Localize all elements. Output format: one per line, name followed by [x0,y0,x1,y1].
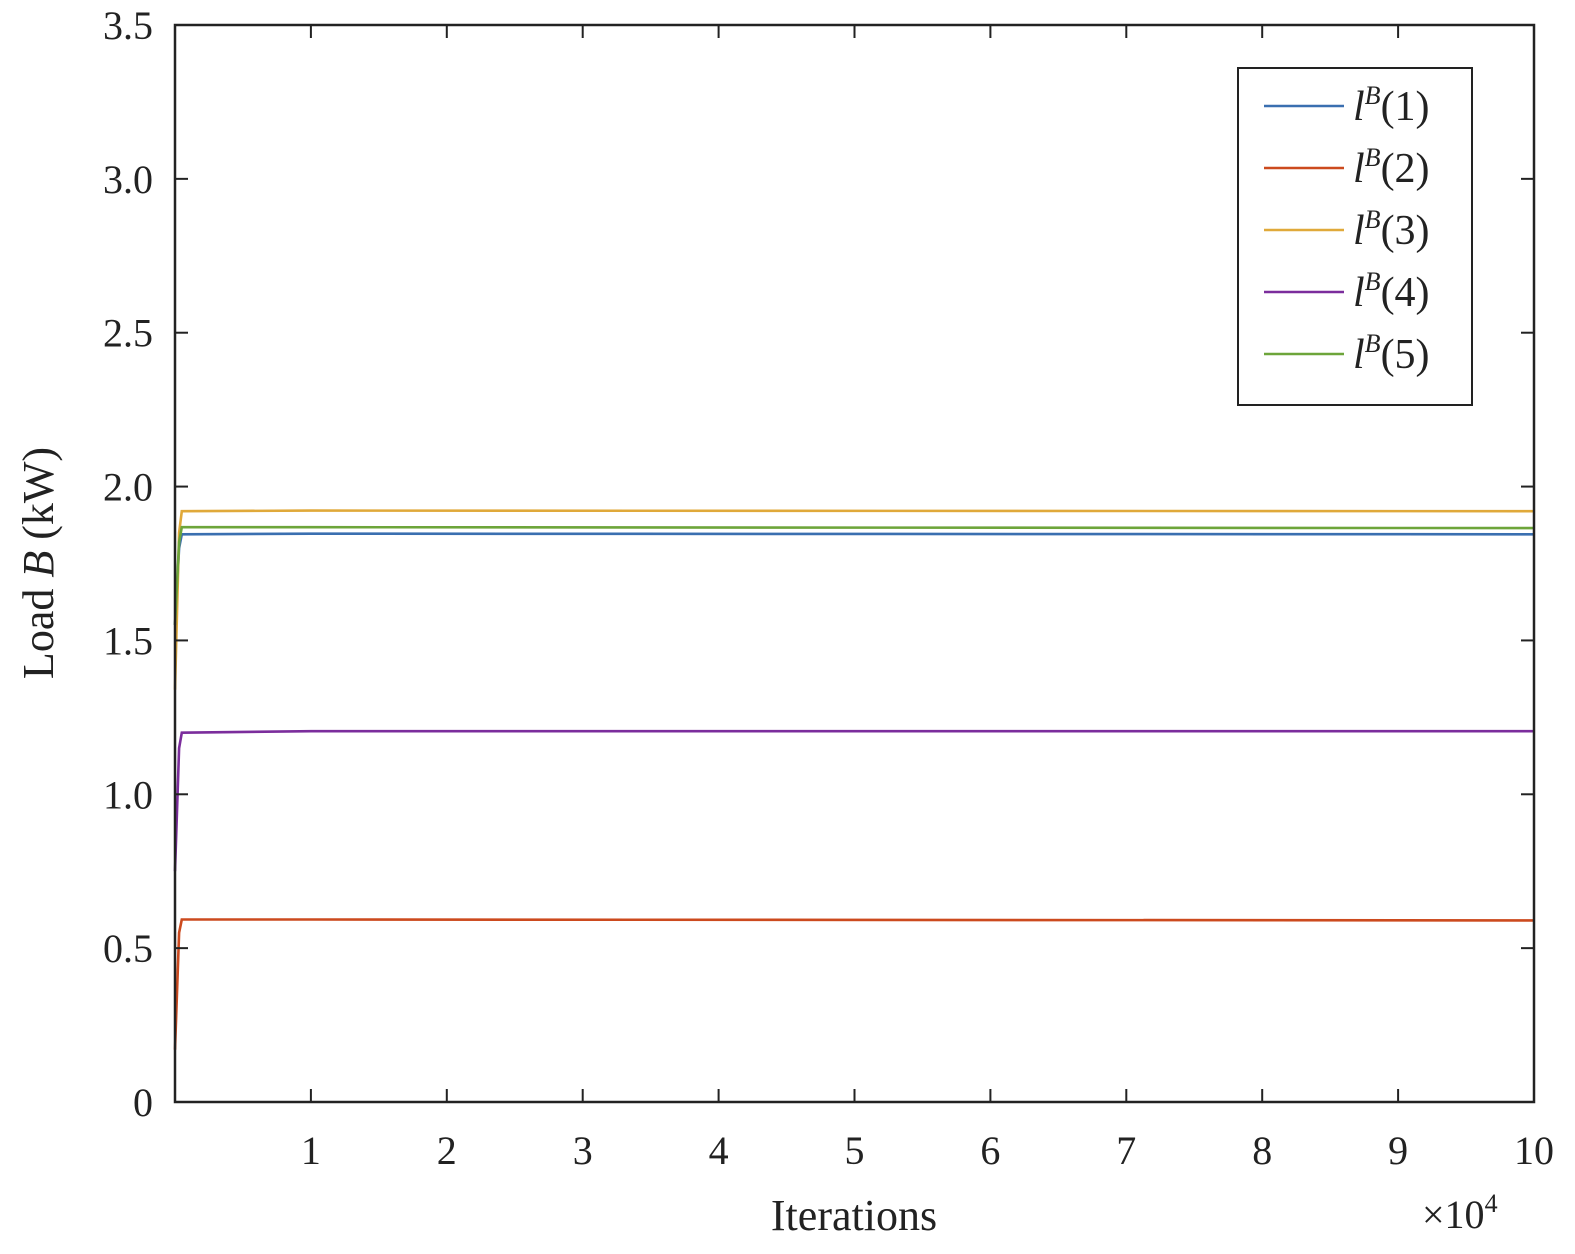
series-line-4 [173,729,1534,872]
legend-label-2: lB(2) [1353,143,1430,192]
legend-box [1237,67,1473,406]
x-tick-label: 10 [1514,1128,1554,1173]
x-tick-label: 5 [845,1128,865,1173]
y-axis-label-prefix: Load [14,578,63,679]
y-tick-label: 3.5 [103,3,153,48]
y-tick-label: 3.0 [103,157,153,202]
x-tick-label: 9 [1388,1128,1408,1173]
x-tick-label: 2 [437,1128,457,1173]
y-tick-label: 2.5 [103,311,153,356]
x-axis-label: Iterations [771,1191,937,1240]
x-tick-label: 3 [573,1128,593,1173]
y-tick-label: 0.5 [103,926,153,971]
legend-label-3: lB(3) [1353,205,1430,254]
x-tick-label: 4 [709,1128,729,1173]
x-axis-multiplier-exponent: 4 [1485,1189,1498,1218]
series-line-5 [173,525,1535,626]
y-tick-label: 1.0 [103,772,153,817]
y-axis-label: Load B (kW) [14,447,63,679]
y-axis-label-variable: B [14,551,63,578]
legend-label-1: lB(1) [1353,81,1430,130]
legend-label-5: lB(5) [1353,329,1430,378]
x-tick-label: 6 [980,1128,1000,1173]
tick-labels-layer: 1 2 3 4 5 6 7 8 9 10 0 0.5 1.0 1.5 2.0 2.5 3.0 3.5 [103,3,1554,1173]
y-axis-label-suffix: (kW) [14,447,63,551]
x-axis-multiplier: ×104 [1422,1189,1498,1237]
x-tick-label: 8 [1252,1128,1272,1173]
legend-label-4: lB(4) [1353,267,1430,316]
legend-items: lB(1) lB(2) lB(3) lB(4) lB(5) [1264,81,1430,378]
y-tick-label: 2.0 [103,465,153,510]
y-tick-label: 1.5 [103,618,153,663]
legend: lB(1) lB(2) lB(3) lB(4) lB(5) [1237,67,1473,406]
x-tick-label: 1 [301,1128,321,1173]
y-tick-label: 0 [133,1080,153,1125]
series-line-2 [173,918,1535,1050]
series-layer [173,509,1535,1050]
x-axis-multiplier-base: ×10 [1422,1192,1485,1237]
ticks-layer [175,24,1535,1103]
x-tick-label: 7 [1116,1128,1136,1173]
